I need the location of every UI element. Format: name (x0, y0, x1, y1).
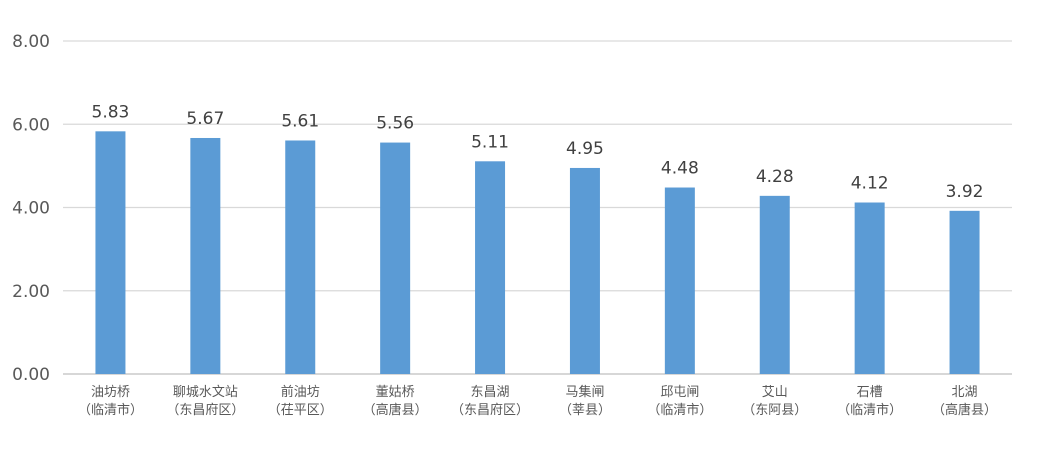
category-label: （临清市） (647, 402, 712, 418)
y-tick-label: 6.00 (12, 115, 50, 135)
category-label: （东昌府区） (166, 403, 244, 418)
gridlines (63, 40, 1012, 375)
data-label: 4.12 (851, 174, 889, 194)
y-tick-label: 4.00 (12, 199, 50, 219)
bar (569, 167, 600, 374)
bar (664, 187, 695, 374)
category-label: （临清市） (78, 402, 143, 418)
data-labels: 5.83 5.67 5.61 5.56 5.11 4.95 4.48 4.28 4.12 3.92 (92, 102, 984, 202)
y-tick-label: 2.00 (12, 282, 50, 302)
bar (949, 210, 980, 374)
category-label: 油坊桥 (91, 385, 130, 400)
y-tick-label: 0.00 (12, 365, 50, 385)
category-labels: 油坊桥 （临清市） 聊城水文站 （东昌府区） 前油坊 （茌平区） 董姑桥 （高唐县） 东昌湖 （东… (78, 384, 997, 418)
category-label: （临清市） (837, 402, 902, 418)
bar (854, 202, 885, 374)
bars (95, 131, 980, 374)
category-label: 马集闸 (565, 384, 604, 400)
data-label: 5.11 (471, 132, 509, 152)
data-label: 3.92 (946, 182, 984, 202)
category-label: 石槽 (857, 385, 883, 400)
category-label: 北湖 (952, 385, 978, 400)
category-label: （东昌府区） (451, 403, 529, 418)
category-label: （莘县） (559, 403, 611, 418)
bar (95, 131, 126, 374)
data-label: 5.61 (281, 111, 319, 131)
bar (190, 137, 221, 374)
bar (380, 142, 411, 374)
data-label: 5.67 (186, 109, 224, 129)
category-label: 聊城水文站 (173, 385, 238, 400)
y-tick-label: 8.00 (12, 32, 50, 52)
bar (475, 161, 506, 374)
category-label: 邱屯闸 (660, 385, 699, 400)
data-label: 4.95 (566, 139, 604, 159)
category-label: 董姑桥 (376, 385, 415, 400)
category-label: （茌平区） (268, 403, 333, 418)
category-label: 艾山 (762, 385, 788, 400)
category-label: 东昌湖 (471, 385, 510, 400)
data-label: 4.48 (661, 159, 699, 179)
category-label: 前油坊 (281, 384, 320, 400)
category-label: （高唐县） (363, 402, 428, 418)
data-label: 4.28 (756, 167, 794, 187)
data-label: 5.83 (92, 102, 130, 122)
category-label: （东阿县） (742, 403, 807, 418)
bar (285, 140, 316, 374)
y-axis-ticks: 0.00 2.00 4.00 6.00 8.00 (12, 32, 50, 385)
bar (759, 195, 790, 374)
category-label: （高唐县） (932, 402, 997, 418)
data-label: 5.56 (376, 114, 414, 134)
